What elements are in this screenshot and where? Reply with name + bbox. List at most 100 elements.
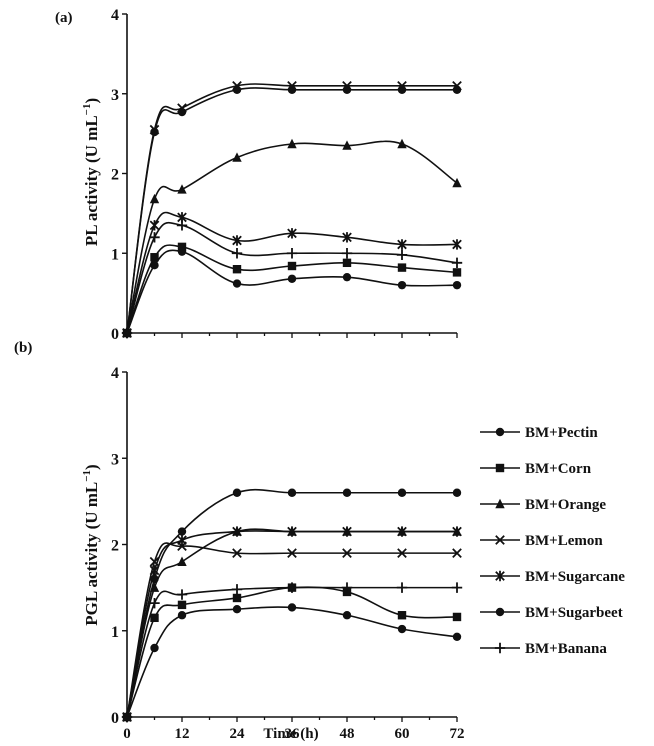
panel-a-data-point <box>176 220 188 231</box>
legend-item: BM+Corn <box>480 461 592 477</box>
panel-b-y-tick-label: 3 <box>111 451 119 468</box>
panel-b-series-3 <box>122 541 462 722</box>
panel-b-x-tick-label: 60 <box>395 726 410 742</box>
panel-a: (a) PL activity (U mL−1) 0 1 2 3 4 <box>55 7 463 343</box>
legend-marker <box>494 642 506 654</box>
legend-item: BM+Banana <box>480 641 607 657</box>
panel-a-y-axis-label-close: ) <box>82 98 101 104</box>
panel-a-data-point <box>149 220 160 231</box>
panel-a-data-point <box>397 280 407 290</box>
panel-a-y-axis-label-text: PL activity (U mL <box>82 115 101 246</box>
panel-b-series-6 <box>121 582 463 723</box>
panel-b-data-point <box>452 632 462 641</box>
legend-item: BM+Pectin <box>480 425 598 441</box>
panel-b-series <box>121 488 463 723</box>
panel-b-data-point <box>452 488 462 497</box>
panel-b-data-point <box>149 565 160 576</box>
panel-a-data-point <box>452 280 462 290</box>
panel-a-data-point <box>452 268 462 277</box>
panel-a-series <box>121 80 463 339</box>
panel-b-series-5 <box>122 603 462 722</box>
panel-a-data-point <box>231 248 243 259</box>
panel-b-data-point <box>232 548 242 558</box>
svg-text:PGL activity (U mL−1): PGL activity (U mL−1) <box>81 464 101 625</box>
panel-a-y-axis-label-sup: −1 <box>81 104 93 116</box>
panel-b-data-point <box>232 526 242 537</box>
panel-a-data-point <box>342 80 352 91</box>
panel-a-data-point <box>397 138 407 149</box>
panel-b-data-point <box>287 526 297 537</box>
panel-b-data-point <box>287 603 297 612</box>
panel-b-data-point <box>149 597 160 609</box>
panel-b-data-point <box>177 527 187 536</box>
legend-marker <box>495 463 505 473</box>
panel-a-data-point <box>121 327 133 339</box>
legend-label: BM+Lemon <box>525 533 603 549</box>
panel-a-series-0 <box>122 85 462 338</box>
panel-a-data-point <box>287 80 297 91</box>
panel-b-data-point <box>177 600 187 610</box>
panel-b-data-point <box>177 611 187 620</box>
panel-b-x-tick-label: 0 <box>123 726 131 742</box>
panel-a-data-point <box>177 242 187 252</box>
panel-a-data-point <box>451 257 463 269</box>
legend-label: BM+Pectin <box>525 425 598 441</box>
panel-b-series-line <box>126 528 457 718</box>
panel-b-data-point <box>396 582 408 593</box>
panel-a-data-point <box>397 263 407 272</box>
panel-b-data-point <box>397 548 407 558</box>
panel-a-data-point <box>452 177 462 188</box>
panel-b-y-tick-label: 0 <box>111 710 119 727</box>
panel-b-x-axis-label: Time (h) <box>263 726 318 742</box>
panel-a-data-point <box>341 248 353 259</box>
legend-item: BM+Sugarbeet <box>480 605 623 621</box>
panel-a-data-point <box>149 193 160 204</box>
panel-a-data-point <box>342 258 352 268</box>
panel-a-data-point <box>177 184 187 194</box>
panel-a-data-point <box>342 272 352 282</box>
legend-marker <box>495 570 505 582</box>
panel-b-x-tick-label: 48 <box>340 726 355 742</box>
panel-b-data-point <box>232 488 242 497</box>
panel-a-data-point <box>287 261 297 271</box>
panel-b-data-point <box>176 589 188 600</box>
panel-b-y-axis-label-text: PGL activity (U mL <box>82 482 101 626</box>
legend-item: BM+Orange <box>480 497 606 513</box>
panel-a-data-point <box>232 265 242 274</box>
legend: BM+Pectin BM+Corn BM+Orange BM+Lemon BM+Suga… <box>480 425 625 657</box>
panel-a-data-point <box>342 140 352 150</box>
panel-b-data-point <box>149 556 160 567</box>
legend-marker <box>495 427 505 437</box>
panel-a-data-point <box>149 232 160 243</box>
panel-a-data-point <box>342 232 352 243</box>
panel-a-series-3 <box>122 80 462 338</box>
panel-a-label: (a) <box>55 10 73 26</box>
legend-label: BM+Corn <box>525 461 592 477</box>
panel-b-label: (b) <box>14 340 32 356</box>
legend-label: BM+Sugarcane <box>525 569 625 585</box>
panel-b-data-point <box>121 711 133 723</box>
panel-a-y-tick-label: 4 <box>111 7 119 24</box>
panel-a-y-axis-label: PL activity (U mL−1) <box>81 98 101 246</box>
panel-a-data-point <box>397 80 407 91</box>
panel-b-series-line <box>126 488 457 718</box>
panel-a-data-point <box>452 239 462 250</box>
panel-a-y-tick-label: 1 <box>111 246 119 263</box>
panel-a-axes: 0 1 2 3 4 <box>111 7 458 343</box>
panel-b-data-point <box>232 593 242 603</box>
panel-b-data-point <box>342 611 352 620</box>
panel-b-y-axis-label: PGL activity (U mL−1) <box>81 464 101 625</box>
panel-b-y-axis-label-sup: −1 <box>81 470 93 482</box>
panel-a-data-point <box>287 274 297 283</box>
panel-a-data-point <box>287 138 297 149</box>
panel-b-data-point <box>397 488 407 497</box>
panel-a-data-point <box>232 279 242 288</box>
panel-b-data-point <box>149 582 160 592</box>
panel-b-data-point <box>451 582 463 593</box>
panel-a-series-line <box>126 83 457 334</box>
panel-b-y-tick-label: 4 <box>111 365 119 382</box>
legend-label: BM+Sugarbeet <box>525 605 623 621</box>
